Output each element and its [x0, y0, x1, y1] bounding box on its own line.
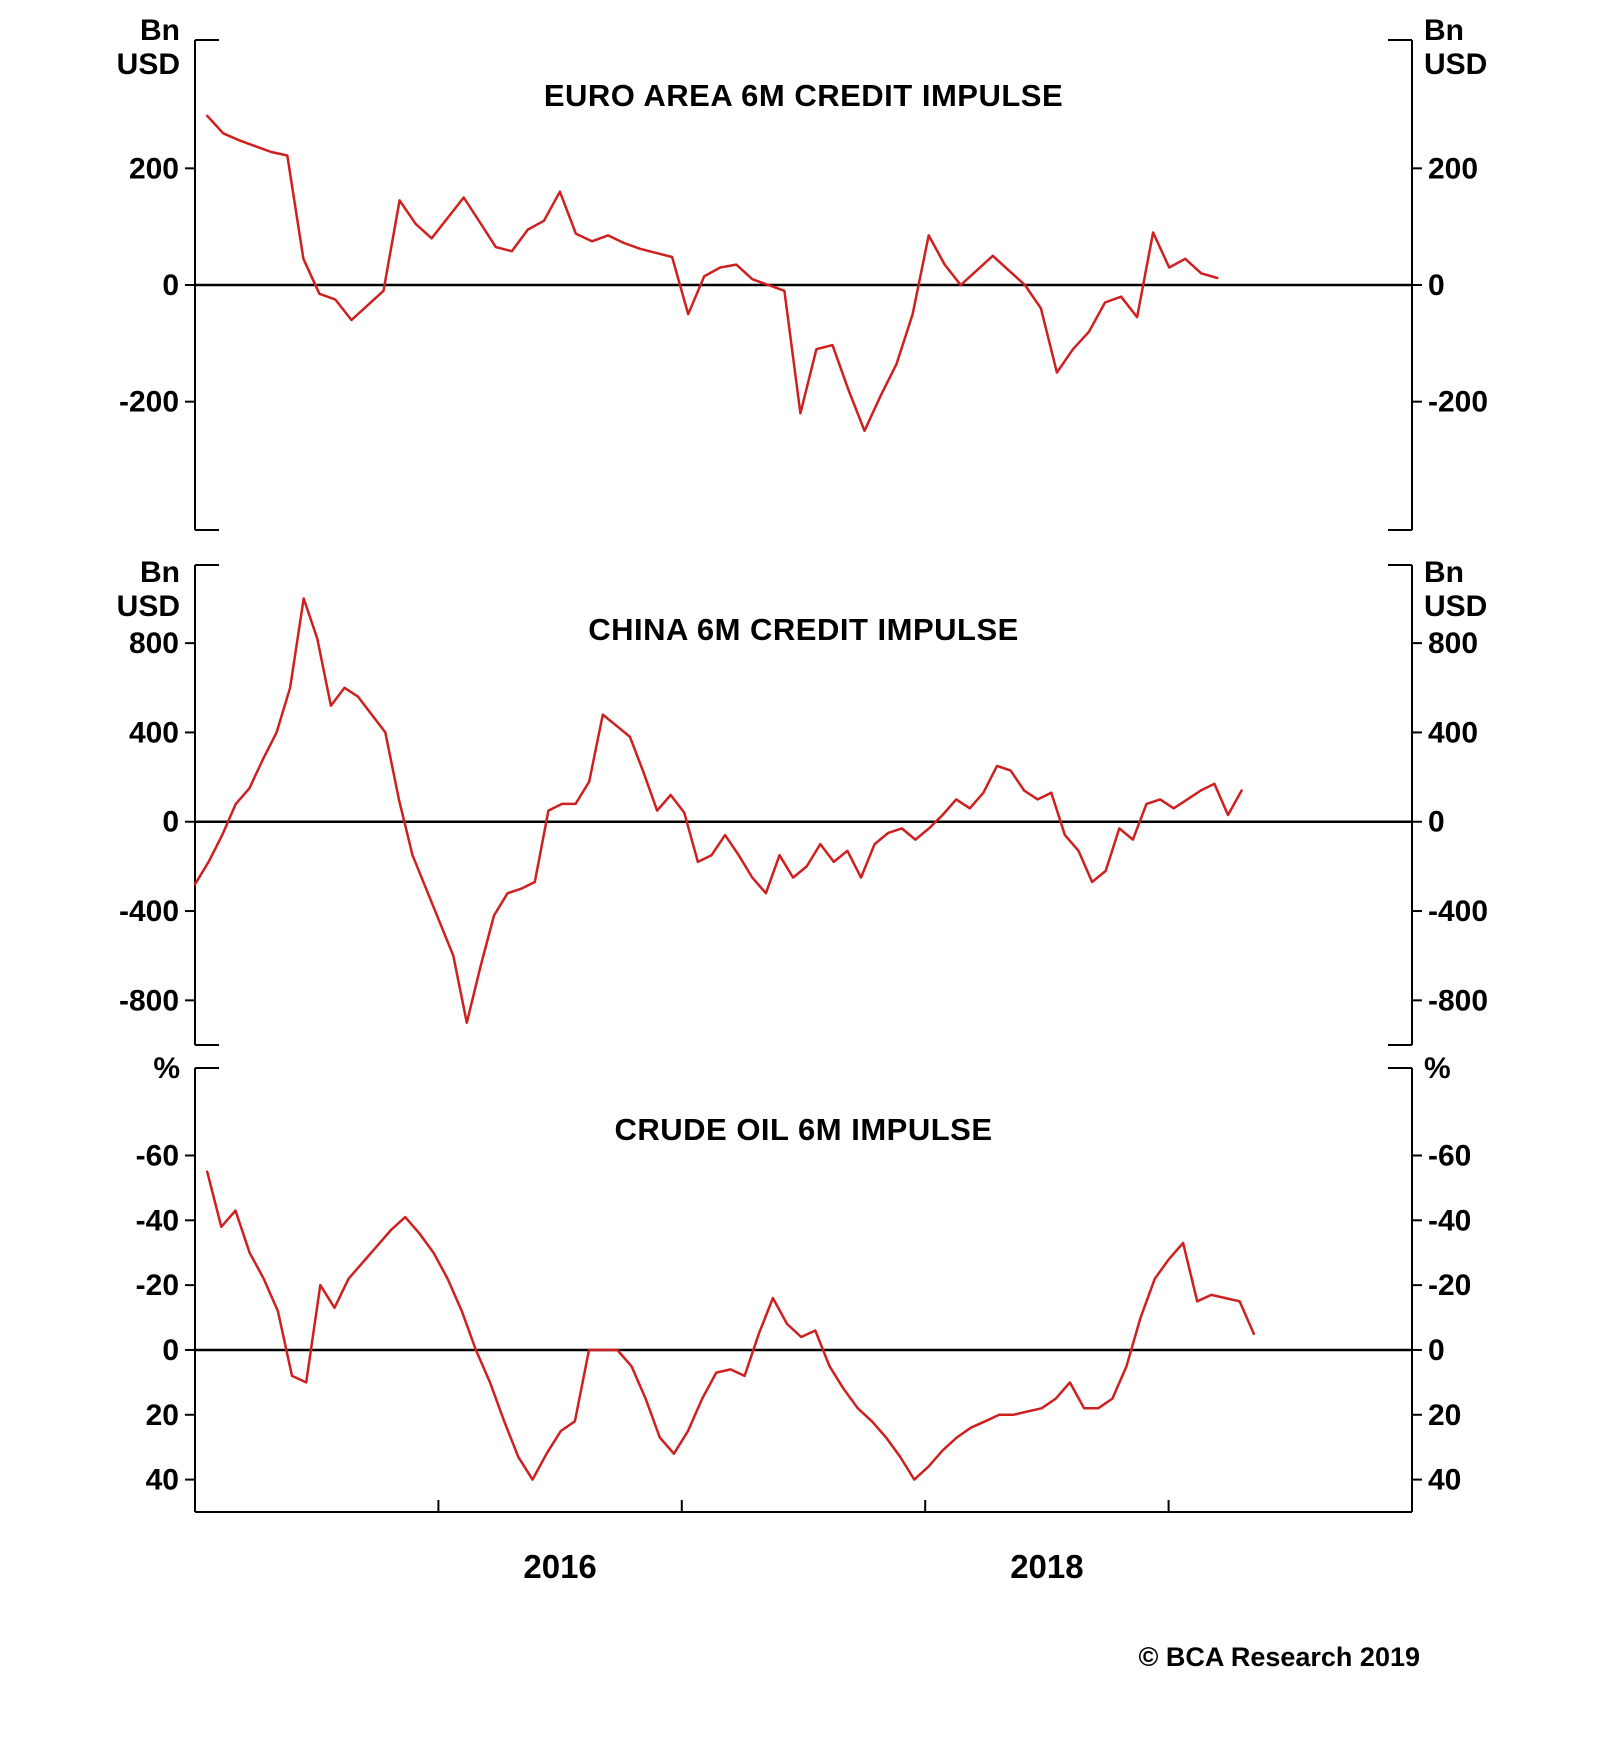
y-tick-label-left: 0 [162, 269, 179, 302]
series-line [205, 114, 1219, 433]
unit-line: USD [116, 590, 180, 623]
unit-line: Bn [1424, 556, 1464, 589]
y-tick-label-left: -40 [136, 1204, 179, 1237]
copyright-text: © BCA Research 2019 [1138, 1642, 1420, 1672]
y-tick-label-right: -20 [1428, 1269, 1471, 1302]
unit-line: Bn [140, 556, 180, 589]
unit-line: USD [116, 48, 180, 81]
y-tick-label-left: 0 [162, 1334, 179, 1367]
y-tick-label-right: 0 [1428, 269, 1445, 302]
y-tick-label-left: 800 [129, 627, 179, 660]
y-tick-label-right: 40 [1428, 1464, 1461, 1497]
y-tick-label-left: 0 [162, 806, 179, 839]
unit-label-right-crude: % [1424, 1052, 1564, 1086]
y-tick-label-right: -60 [1428, 1140, 1471, 1173]
unit-label-right-euro: Bn USD [1424, 14, 1564, 82]
chart-title-crude-oil: CRUDE OIL 6M IMPULSE [614, 1112, 993, 1147]
y-tick-label-left: -800 [119, 984, 179, 1017]
unit-line: USD [1424, 48, 1488, 81]
y-tick-label-right: -800 [1428, 984, 1488, 1017]
unit-label-right-china: Bn USD [1424, 556, 1564, 624]
y-tick-label-right: 20 [1428, 1399, 1461, 1432]
y-tick-label-right: -40 [1428, 1204, 1471, 1237]
y-tick-label-right: -200 [1428, 386, 1488, 419]
y-tick-label-right: 0 [1428, 806, 1445, 839]
y-tick-label-left: 200 [129, 152, 179, 185]
y-tick-label-left: -400 [119, 895, 179, 928]
unit-line: % [153, 1052, 180, 1085]
y-tick-label-right: -400 [1428, 895, 1488, 928]
y-tick-label-right: 400 [1428, 716, 1478, 749]
y-tick-label-right: 200 [1428, 152, 1478, 185]
unit-line: % [1424, 1052, 1451, 1085]
unit-line: Bn [140, 14, 180, 47]
unit-line: USD [1424, 590, 1488, 623]
y-tick-label-left: -60 [136, 1140, 179, 1173]
chart-title-euro-area: EURO AREA 6M CREDIT IMPULSE [543, 78, 1064, 113]
y-tick-label-right: 0 [1428, 1334, 1445, 1367]
chart-title-china: CHINA 6M CREDIT IMPULSE [588, 612, 1019, 647]
y-tick-label-left: 400 [129, 716, 179, 749]
x-axis-label: 2016 [523, 1548, 596, 1585]
unit-line: Bn [1424, 14, 1464, 47]
y-tick-label-right: 800 [1428, 627, 1478, 660]
y-tick-label-left: -200 [119, 386, 179, 419]
series-line [193, 597, 1243, 1024]
y-tick-label-left: 20 [146, 1399, 179, 1432]
y-tick-label-left: -20 [136, 1269, 179, 1302]
series-line [205, 1170, 1256, 1481]
unit-label-left-euro: Bn USD [40, 14, 180, 82]
y-tick-label-left: 40 [146, 1464, 179, 1497]
unit-label-left-crude: % [40, 1052, 180, 1086]
unit-label-left-china: Bn USD [40, 556, 180, 624]
x-axis-label: 2018 [1010, 1548, 1083, 1585]
